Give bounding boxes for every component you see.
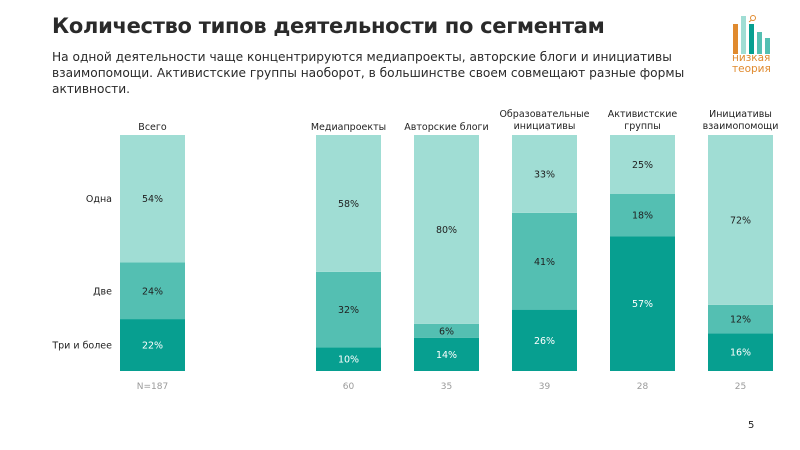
data-label: 80%: [436, 225, 457, 236]
bar-segment: [512, 309, 577, 371]
category-label: Инициативы: [709, 109, 772, 120]
data-label: 33%: [534, 169, 555, 180]
category-label: Активистские: [608, 109, 678, 120]
bar-segment: [414, 323, 479, 338]
data-label: 12%: [730, 315, 751, 326]
bar-segment: [708, 135, 773, 305]
bar-segment: [120, 135, 185, 263]
data-label: 24%: [142, 286, 163, 297]
bar-segment: [708, 333, 773, 371]
logo-line-2: теория: [732, 63, 771, 75]
bar-segment: [708, 304, 773, 334]
sample-size-label: 60: [343, 382, 355, 392]
sample-size-label: 39: [539, 382, 551, 392]
bar-segment: [414, 135, 479, 324]
page-number: 5: [748, 420, 755, 431]
category-label: Всего: [138, 122, 167, 133]
category-label: инициативы: [514, 121, 576, 132]
data-label: 6%: [439, 326, 454, 337]
sample-size-label: 35: [441, 382, 452, 392]
bar-segment: [512, 135, 577, 213]
data-label: 58%: [338, 199, 359, 210]
data-label: 57%: [632, 299, 653, 310]
bar-segment: [316, 347, 381, 371]
category-label: Медиапроекты: [311, 122, 386, 133]
bar-segment: [414, 337, 479, 371]
category-label: взаимопомощи: [703, 121, 779, 132]
category-label: Образовательные: [499, 109, 589, 120]
series-label: Одна: [86, 194, 112, 205]
data-label: 41%: [534, 257, 555, 268]
bar-segment: [316, 271, 381, 348]
category-label: Авторские блоги: [404, 122, 488, 133]
bar-segment: [610, 194, 675, 237]
logo-text: низкая теория: [732, 53, 792, 75]
bar-segment: [120, 262, 185, 320]
data-label: 22%: [142, 341, 163, 352]
data-label: 14%: [436, 350, 457, 361]
data-label: 32%: [338, 305, 359, 316]
series-label: Две: [93, 286, 112, 297]
data-label: 18%: [632, 211, 653, 222]
sample-size-label: N=187: [137, 382, 168, 392]
bar-segment: [316, 135, 381, 272]
series-label: Три и более: [51, 341, 112, 352]
logo-line-1: низкая: [732, 52, 771, 64]
data-label: 54%: [142, 194, 163, 205]
data-label: 10%: [338, 355, 359, 366]
bar-segment: [512, 212, 577, 310]
data-label: 25%: [632, 160, 653, 171]
sample-size-label: 25: [735, 382, 746, 392]
data-label: 16%: [730, 348, 751, 359]
logo-icon: [733, 15, 770, 54]
data-label: 26%: [534, 336, 555, 347]
data-label: 72%: [730, 215, 751, 226]
bar-segment: [610, 135, 675, 194]
page-title: Количество типов деятельности по сегмент…: [52, 14, 605, 38]
category-label: группы: [624, 121, 661, 132]
sample-size-label: 28: [637, 382, 649, 392]
bar-segment: [610, 236, 675, 371]
bar-segment: [120, 319, 185, 371]
page-subtitle: На одной деятельности чаще концентрируют…: [52, 50, 685, 96]
